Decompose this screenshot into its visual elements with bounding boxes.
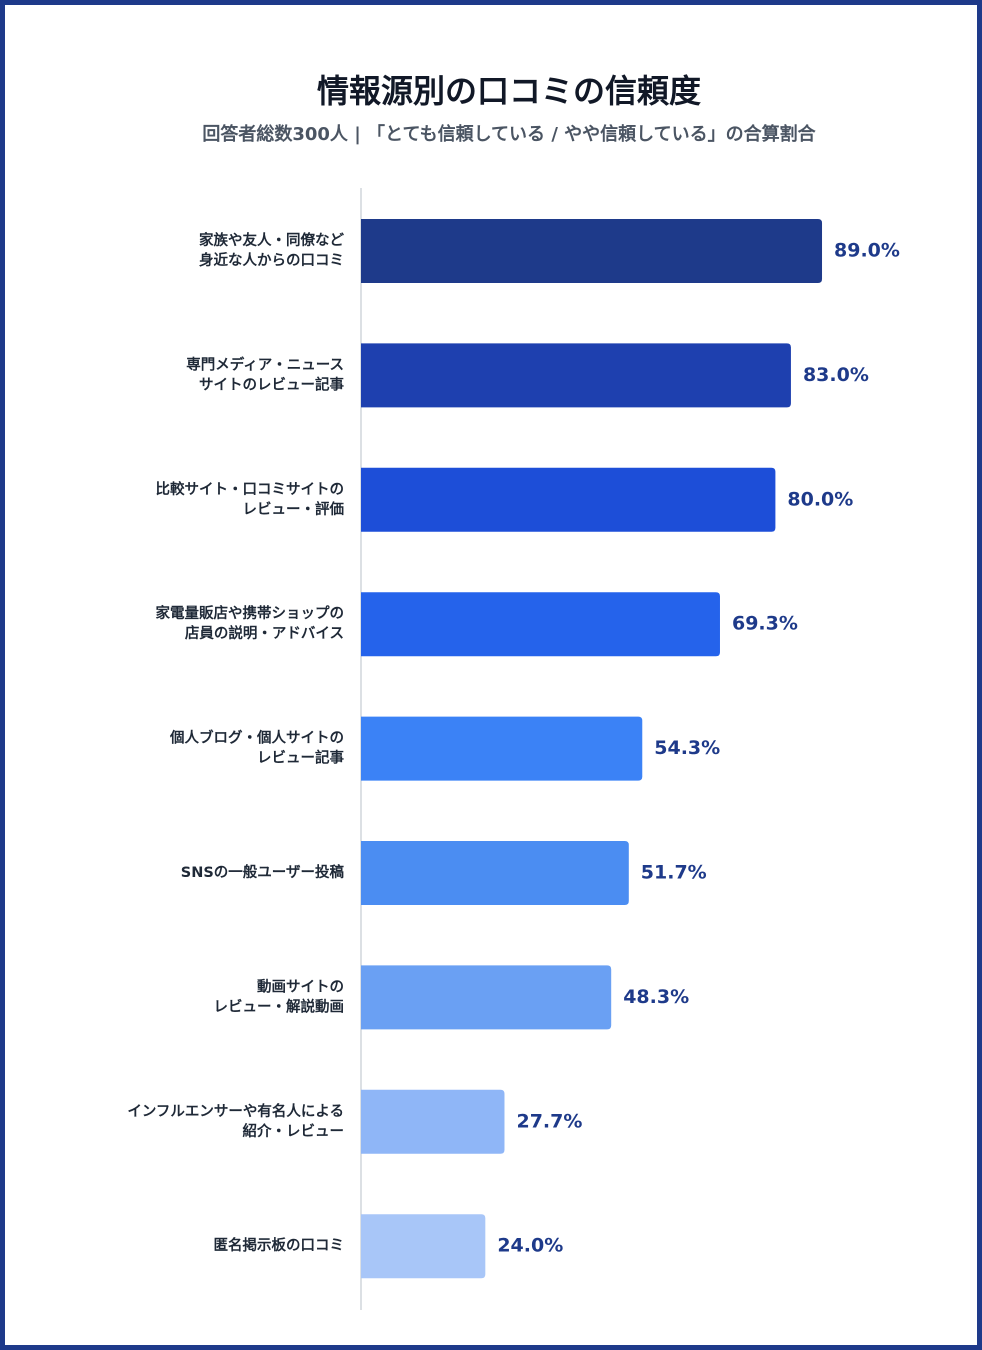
bar [361,467,776,532]
bar [361,343,791,408]
value-label: 83.0% [803,364,869,386]
category-label: 専門メディア・ニュース [186,355,344,373]
value-label: 51.7% [641,862,707,884]
bar [361,841,629,905]
category-label: 店員の説明・アドバイス [185,624,344,642]
bar [361,965,612,1030]
bar [361,1214,486,1279]
category-label: 個人ブログ・個人サイトの [169,729,344,747]
chart-title: 情報源別の口コミの信頼度 [317,72,701,110]
category-label: インフルエンサーや有名人による [127,1102,344,1120]
value-label: 48.3% [623,986,689,1008]
value-label: 89.0% [834,240,900,262]
bar [361,219,823,283]
value-label: 24.0% [497,1235,563,1257]
bar [361,716,643,781]
bar [361,1089,505,1154]
category-label: レビュー記事 [257,749,344,767]
value-label: 80.0% [787,488,853,510]
category-label: 比較サイト・口コミサイトの [156,480,345,498]
category-label: SNSの一般ユーザー投稿 [181,863,345,881]
bar [361,592,720,657]
category-label: レビュー・解説動画 [214,997,345,1015]
category-label: 動画サイトの [257,978,344,995]
chart-subtitle: 回答者総数300人 | 「とても信頼している / やや信頼している」の合算割合 [202,123,816,145]
category-label: 匿名掲示板の口コミ [214,1236,345,1254]
value-label: 69.3% [732,613,798,635]
category-label: サイトのレビュー記事 [199,375,344,393]
value-label: 54.3% [654,737,720,759]
value-label: 27.7% [516,1110,582,1132]
category-label: 家族や友人・同僚など [199,231,344,249]
category-label: 身近な人からの口コミ [199,251,344,269]
category-label: 家電量販店や携帯ショップの [156,604,345,622]
category-label: レビュー・評価 [243,500,345,518]
category-label: 紹介・レビュー [243,1122,345,1140]
